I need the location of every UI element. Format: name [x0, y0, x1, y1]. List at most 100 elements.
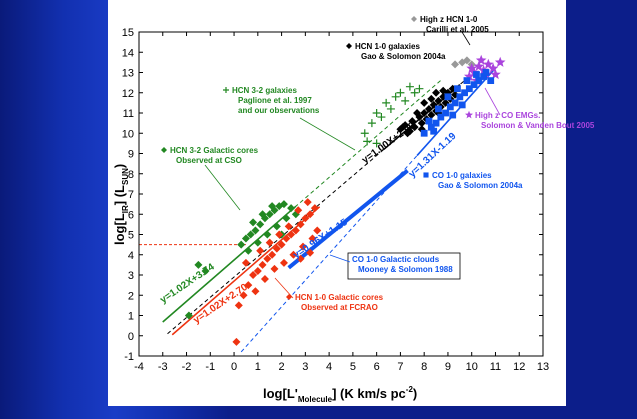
annotation-text: CO 1-0 galaxies	[432, 171, 492, 180]
annotation-leader	[484, 87, 501, 116]
fit-equation-label: y=1.00X+2.90	[360, 120, 418, 166]
data-point	[279, 200, 288, 209]
data-point	[284, 222, 293, 231]
data-point	[372, 109, 381, 117]
y-tick-label: 3	[128, 270, 134, 282]
data-point	[458, 101, 466, 109]
data-point	[241, 234, 250, 243]
data-point	[310, 204, 319, 213]
data-point	[420, 98, 429, 107]
data-point	[308, 234, 317, 243]
data-point	[306, 210, 315, 219]
annotation-text: Carilli et al. 2005	[426, 25, 489, 34]
data-point	[258, 210, 267, 219]
y-axis-label: log[LIR] (LSUN)	[112, 164, 130, 245]
data-point	[244, 281, 253, 290]
annotation-text: Observed at FCRAO	[301, 303, 378, 312]
y-tick-label: 14	[122, 47, 134, 59]
data-point	[434, 96, 443, 105]
data-point	[234, 301, 243, 310]
data-point	[237, 240, 246, 249]
annotation-leader	[329, 254, 351, 263]
annotation-text: HCN 1-0 galaxies	[355, 42, 420, 51]
data-point	[475, 77, 483, 84]
data-point	[473, 71, 480, 78]
data-point	[291, 226, 300, 235]
data-point	[456, 93, 464, 101]
data-point	[377, 113, 386, 122]
fit-line-dashed	[167, 78, 468, 335]
data-point	[360, 129, 369, 138]
data-point	[401, 96, 410, 105]
data-point	[296, 220, 305, 229]
x-tick-label: 7	[397, 361, 403, 373]
data-point	[480, 73, 487, 80]
data-point	[475, 54, 487, 65]
x-tick-label: 3	[302, 361, 308, 373]
axes	[138, 31, 544, 357]
data-point	[470, 81, 478, 89]
data-point	[363, 137, 372, 146]
data-point	[420, 129, 428, 137]
annotation-leader	[204, 164, 241, 211]
annotation-text: Solomon & Vanden Bout 2005	[481, 121, 595, 130]
annotation-text: High z CO EMGs.	[475, 111, 540, 120]
data-point	[424, 104, 433, 113]
data-point	[372, 139, 381, 148]
legend-marker	[346, 43, 352, 49]
data-point	[408, 117, 417, 126]
data-point	[386, 104, 395, 113]
x-tick-label: 6	[374, 361, 380, 373]
data-point	[405, 127, 414, 136]
y-tick-label: 5	[128, 230, 134, 242]
annotation-text: and our observations	[238, 106, 320, 115]
x-tick-label: 8	[421, 361, 427, 373]
data-point	[249, 218, 258, 227]
x-tick-label: 10	[466, 361, 478, 373]
y-tick-label: 4	[128, 250, 134, 262]
legend-marker	[286, 294, 292, 300]
data-point	[287, 230, 296, 239]
data-point	[473, 60, 485, 71]
data-point	[296, 254, 305, 263]
data-point	[405, 82, 414, 91]
y-tick-label: 13	[122, 68, 134, 80]
data-point	[432, 88, 441, 97]
legend-marker	[423, 172, 429, 178]
x-tick-label: -4	[134, 361, 144, 373]
data-point	[490, 68, 501, 80]
data-point	[382, 98, 391, 107]
data-point	[244, 246, 253, 255]
legend-marker	[223, 87, 229, 93]
annotation-text: HCN 3-2 Galactic cores	[170, 146, 259, 155]
data-point	[194, 260, 203, 269]
legend-marker	[411, 16, 417, 22]
x-tick-label: 13	[537, 361, 549, 373]
data-point	[391, 92, 400, 101]
data-point	[461, 89, 468, 97]
data-point	[482, 69, 490, 76]
x-tick-label: -2	[182, 361, 192, 373]
data-point	[232, 337, 241, 346]
data-point	[465, 85, 473, 93]
annotation-text: HCN 1-0 Galactic cores	[295, 293, 384, 302]
legend-marker	[161, 147, 167, 153]
data-point	[268, 202, 277, 211]
y-tick-label: 7	[128, 189, 134, 201]
data-point	[444, 93, 452, 101]
x-tick-label: 12	[513, 361, 525, 373]
data-point	[263, 230, 272, 239]
x-tick-label: 4	[326, 361, 332, 373]
data-point	[253, 266, 262, 275]
data-point	[263, 254, 272, 263]
data-point	[466, 62, 477, 73]
tick-labels: -4 -3 -2 -1 0 1 2 3 4 5 6 7 8 9 10 11 12 13-1012345678910…	[122, 27, 549, 373]
y-tick-label: 9	[128, 149, 134, 161]
data-point	[463, 77, 471, 84]
data-point	[415, 84, 424, 93]
data-point	[427, 94, 436, 103]
data-point	[289, 250, 298, 259]
data-point	[396, 88, 405, 97]
fit-line-solid	[416, 67, 497, 157]
